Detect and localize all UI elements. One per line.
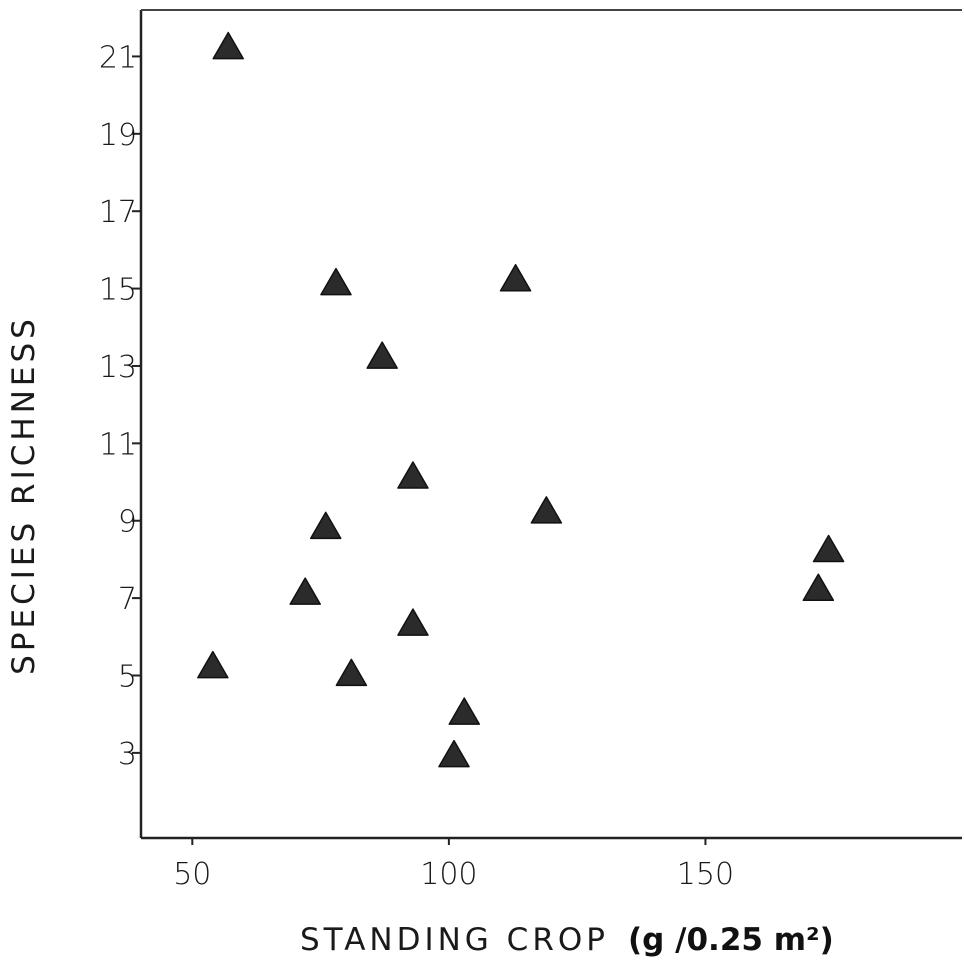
y-tick-label: 19	[99, 118, 137, 153]
x-axis-unit: (g /0.25 m²)	[628, 922, 834, 958]
y-tick-label: 7	[118, 582, 137, 617]
data-point-triangle	[812, 534, 845, 563]
y-tick-label: 9	[118, 505, 137, 540]
y-tick-label: 3	[118, 737, 137, 772]
data-point-triangle	[335, 658, 368, 687]
x-tick-label: 100	[420, 857, 477, 892]
data-point-triangle	[197, 650, 229, 679]
data-point-triangle	[530, 496, 563, 524]
data-point-triangle	[397, 608, 429, 636]
x-tick-label: 50	[173, 857, 211, 892]
data-point-triangle	[212, 31, 244, 60]
y-tick-label: 15	[99, 273, 137, 308]
data-point-triangle	[802, 573, 835, 602]
data-points	[197, 31, 845, 768]
x-tick-label: 150	[677, 857, 734, 892]
data-point-triangle	[309, 511, 342, 540]
data-point-triangle	[448, 697, 481, 725]
y-axis-ticks: 3 5 7 9 11 13 15 17 19 21	[99, 40, 141, 772]
y-axis-title: SPECIES RICHNESS	[6, 315, 42, 675]
data-point-triangle	[397, 461, 429, 489]
x-axis-title: STANDING CROP	[300, 922, 609, 958]
data-point-triangle	[366, 341, 398, 369]
y-tick-label: 21	[99, 40, 137, 75]
data-point-triangle	[320, 267, 352, 296]
data-point-triangle	[289, 577, 321, 605]
y-tick-label: 5	[118, 659, 137, 694]
y-tick-label: 17	[99, 195, 137, 230]
data-point-triangle	[438, 739, 470, 768]
data-point-triangle	[499, 263, 532, 292]
y-tick-label: 13	[99, 350, 137, 385]
y-tick-label: 11	[99, 427, 137, 462]
x-axis-ticks: 50 100 150	[173, 838, 734, 892]
